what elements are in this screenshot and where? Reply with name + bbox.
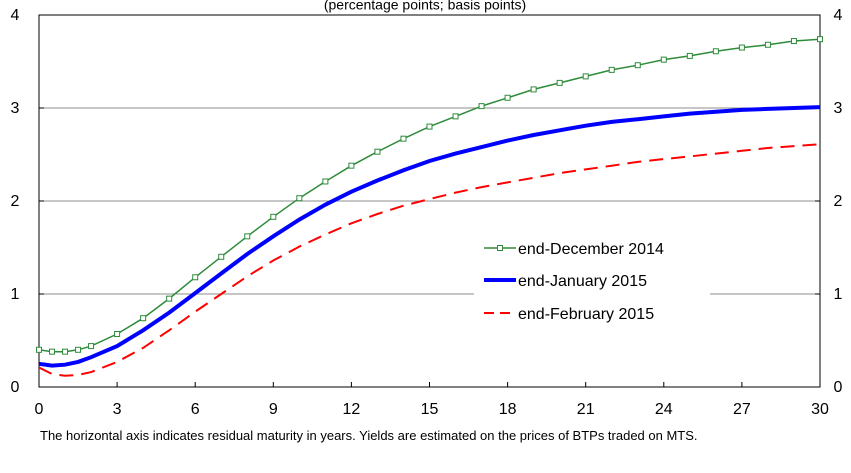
data-point — [738, 44, 745, 51]
chart-title: (percentage points; basis points) — [324, 0, 526, 13]
data-point — [374, 148, 381, 155]
y-left-tick-label-1: 1 — [11, 286, 20, 303]
data-point — [530, 86, 537, 93]
y-right-tick-label-2: 2 — [834, 193, 843, 210]
y-left-tick-label-4: 4 — [11, 7, 20, 24]
data-point — [244, 233, 251, 240]
x-tick-label-30: 30 — [811, 401, 829, 418]
series-2 — [38, 105, 821, 368]
data-point — [712, 48, 719, 55]
data-point — [348, 162, 355, 169]
legend-label-3: end-February 2015 — [518, 306, 654, 323]
series-line-2 — [38, 105, 821, 368]
data-point — [218, 253, 225, 260]
data-point — [88, 343, 95, 350]
data-point — [75, 346, 82, 353]
legend-label-1: end-December 2014 — [518, 241, 664, 258]
y-right-tick-label-4: 4 — [834, 7, 843, 24]
x-tick-label-3: 3 — [113, 401, 122, 418]
data-point — [400, 135, 407, 142]
x-tick-label-15: 15 — [421, 401, 439, 418]
data-point — [478, 103, 485, 110]
x-tick-label-0: 0 — [35, 401, 44, 418]
y-right-tick-label-0: 0 — [834, 379, 843, 396]
data-point — [556, 79, 563, 86]
data-point — [192, 274, 199, 281]
data-point — [764, 41, 771, 48]
chart-note: The horizontal axis indicates residual m… — [40, 428, 698, 443]
data-point — [452, 113, 459, 120]
x-tick-label-12: 12 — [343, 401, 361, 418]
legend-item-3: end-February 2015 — [484, 306, 654, 323]
legend-marker-1 — [497, 245, 503, 251]
axis-ticks — [38, 14, 821, 388]
data-point — [62, 348, 69, 355]
y-axis-left: 0 1 2 3 4 — [11, 7, 20, 396]
y-left-tick-label-0: 0 — [11, 379, 20, 396]
legend-label-2: end-January 2015 — [518, 273, 647, 290]
data-point — [634, 62, 641, 69]
series-line-3 — [38, 143, 821, 377]
data-point — [36, 346, 42, 353]
y-left-tick-label-3: 3 — [11, 100, 20, 117]
data-point — [686, 52, 693, 59]
data-point — [322, 178, 329, 185]
series-markers-1 — [36, 36, 823, 355]
data-point — [296, 195, 303, 202]
data-point — [270, 213, 277, 220]
data-point — [817, 36, 823, 43]
data-point — [140, 315, 147, 322]
legend-item-2: end-January 2015 — [484, 273, 647, 290]
y-right-tick-label-1: 1 — [834, 286, 843, 303]
x-tick-label-27: 27 — [733, 401, 751, 418]
data-point — [660, 56, 667, 63]
x-tick-label-18: 18 — [499, 401, 517, 418]
series-3 — [38, 143, 821, 377]
y-right-tick-label-3: 3 — [834, 100, 843, 117]
data-point — [582, 73, 589, 80]
data-point — [608, 66, 615, 73]
x-tick-label-9: 9 — [269, 401, 278, 418]
series-1 — [36, 36, 823, 355]
data-point — [49, 348, 56, 355]
data-point — [166, 295, 173, 302]
data-point — [790, 38, 797, 45]
series-lines — [36, 36, 823, 377]
x-tick-label-21: 21 — [577, 401, 595, 418]
data-point — [426, 123, 433, 130]
y-axis-right: 0 1 2 3 4 — [834, 7, 843, 396]
x-tick-label-6: 6 — [191, 401, 200, 418]
legend: end-December 2014 end-January 2015 end-Feb… — [474, 230, 710, 330]
data-point — [114, 330, 121, 337]
x-axis: 0 3 6 9 12 15 18 21 24 27 30 — [35, 401, 829, 418]
y-left-tick-label-2: 2 — [11, 193, 20, 210]
data-point — [504, 94, 511, 101]
x-tick-label-24: 24 — [655, 401, 673, 418]
legend-item-1: end-December 2014 — [484, 241, 664, 258]
